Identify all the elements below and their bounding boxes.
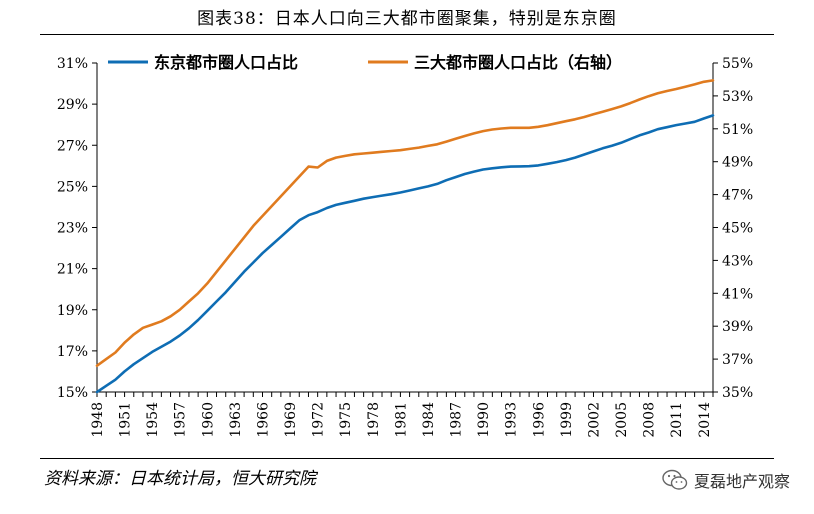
y-right-tick-label: 55% xyxy=(722,56,753,72)
y-right-tick-label: 51% xyxy=(722,122,753,138)
title-rule xyxy=(40,34,774,35)
x-tick-label: 1987 xyxy=(449,402,465,438)
footer-rule xyxy=(40,458,774,459)
x-tick-label: 2011 xyxy=(669,402,685,438)
chart-title: 图表38：日本人口向三大都市圈聚集，特别是东京圈 xyxy=(197,9,617,29)
y-left-tick-label: 31% xyxy=(57,56,88,72)
y-right-tick-label: 37% xyxy=(722,352,753,368)
y-right-tick-label: 53% xyxy=(722,89,753,105)
x-tick-label: 2005 xyxy=(614,402,630,438)
x-tick-label: 1990 xyxy=(476,402,492,438)
y-left-tick-label: 29% xyxy=(57,97,88,113)
chart-series xyxy=(95,79,715,394)
y-right-tick-label: 47% xyxy=(722,188,753,204)
x-tick-label: 1957 xyxy=(173,402,189,438)
legend-label-three-metro: 三大都市圈人口占比（右轴） xyxy=(414,53,622,72)
y-left-tick-label: 19% xyxy=(57,303,88,319)
chart-axes: 15% 17% 19% 21% 23% 25% 27% 29% 31% 35% 37% 39% 41% 4… xyxy=(57,56,753,438)
legend-label-tokyo: 东京都市圈人口占比 xyxy=(154,53,298,72)
series-tokyo-metro-share xyxy=(95,114,715,394)
y-right-tick-label: 39% xyxy=(722,319,753,335)
x-tick-label: 1966 xyxy=(255,402,271,438)
x-tick-label: 2002 xyxy=(586,402,602,438)
y-left-tick-label: 17% xyxy=(57,344,88,360)
x-tick-label: 1951 xyxy=(118,402,134,438)
y-left-tick-label: 25% xyxy=(57,179,88,195)
x-tick-label: 1999 xyxy=(559,402,575,438)
x-tick-label: 2008 xyxy=(642,402,658,438)
y-left-tick-label: 21% xyxy=(57,262,88,278)
x-tick-label: 2014 xyxy=(697,402,713,438)
y-left-tick-label: 23% xyxy=(57,221,88,237)
x-tick-label: 1996 xyxy=(531,402,547,438)
x-tick-label: 1984 xyxy=(421,402,437,438)
x-tick-label: 1960 xyxy=(200,402,216,438)
x-tick-label: 1963 xyxy=(228,402,244,438)
x-tick-label: 1948 xyxy=(90,402,106,438)
y-right-tick-label: 41% xyxy=(722,286,753,302)
x-tick-label: 1954 xyxy=(145,402,161,438)
x-tick-label: 1972 xyxy=(311,402,327,438)
y-right-tick-label: 43% xyxy=(722,253,753,269)
brand-name: 夏磊地产观察 xyxy=(693,472,790,491)
x-tick-label: 1993 xyxy=(504,402,520,438)
y-right-tick-label: 45% xyxy=(722,221,753,237)
chart-legend: 东京都市圈人口占比 三大都市圈人口占比（右轴） xyxy=(108,53,622,72)
x-tick-label: 1969 xyxy=(283,402,299,438)
x-tick-label: 1978 xyxy=(366,402,382,438)
wechat-icon xyxy=(662,469,688,490)
y-right-tick-label: 35% xyxy=(722,385,753,401)
x-tick-label: 1975 xyxy=(338,402,354,438)
y-right-tick-label: 49% xyxy=(722,155,753,171)
brand-mark: 夏磊地产观察 xyxy=(662,468,790,492)
y-left-tick-label: 15% xyxy=(57,385,88,401)
x-tick-label: 1981 xyxy=(393,402,409,438)
source-note: 资料来源：日本统计局，恒大研究院 xyxy=(44,469,316,489)
y-left-tick-label: 27% xyxy=(57,138,88,154)
series-three-metro-share xyxy=(95,79,715,368)
